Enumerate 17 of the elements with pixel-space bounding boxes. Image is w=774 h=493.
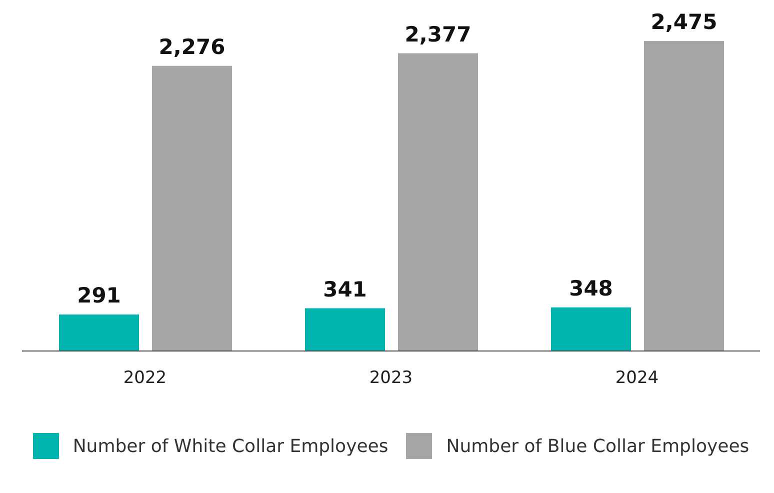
bar bbox=[551, 307, 631, 351]
x-tick-label: 2023 bbox=[369, 368, 413, 388]
bar bbox=[59, 314, 139, 351]
data-label: 2,276 bbox=[158, 34, 226, 59]
legend-label: Number of Blue Collar Employees bbox=[446, 436, 750, 456]
bar bbox=[398, 53, 478, 351]
bar bbox=[152, 66, 232, 351]
data-label: 2,475 bbox=[650, 10, 718, 34]
x-tick-label: 2024 bbox=[615, 368, 659, 388]
bar bbox=[305, 308, 385, 351]
data-label: 2,377 bbox=[404, 22, 472, 46]
bar bbox=[644, 41, 724, 351]
data-label: 341 bbox=[323, 277, 367, 302]
legend-label: Number of White Collar Employees bbox=[72, 436, 388, 456]
data-label: 348 bbox=[569, 276, 613, 300]
x-tick-label: 2022 bbox=[123, 368, 167, 388]
data-label: 291 bbox=[77, 284, 121, 308]
